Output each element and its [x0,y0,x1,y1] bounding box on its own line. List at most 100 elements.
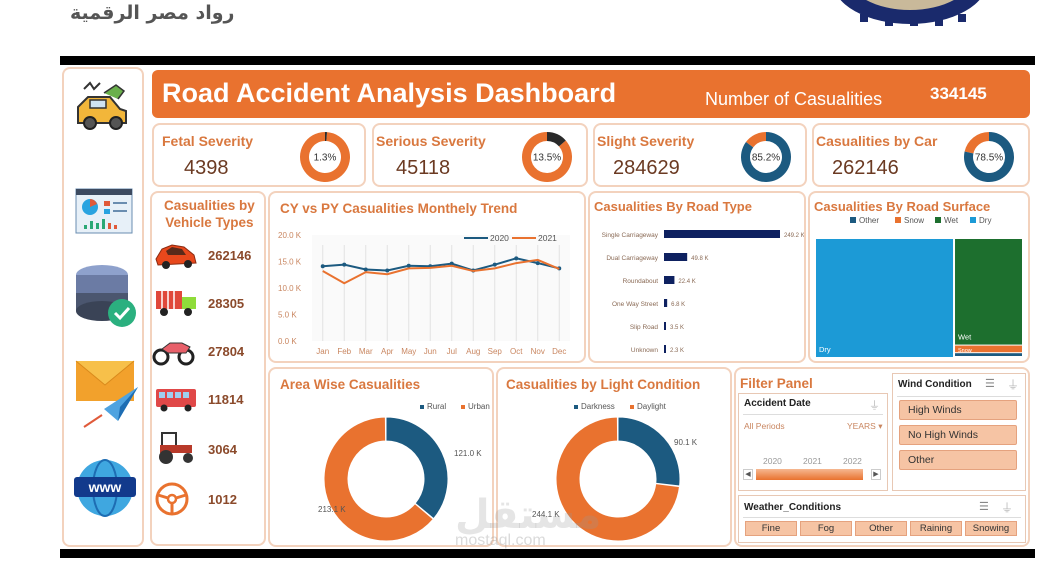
treemap-label: Snow [958,348,972,354]
bar [664,276,675,284]
vehicle-row-truck: 28305 [152,285,264,325]
data-point [363,267,368,272]
bus-icon [156,389,196,412]
dashboard-icon[interactable] [74,187,134,235]
kpi-value: 262146 [832,157,899,179]
legend-swatch [935,217,941,223]
data-point [492,262,497,267]
timeline-scroll-right[interactable]: ▶ [871,469,881,480]
x-tick-label: Dec [552,347,566,356]
monthly-trend-title: CY vs PY Casualities Monthely Trend [280,201,518,216]
kpi-label: Serious Severity [376,133,486,149]
wind-option-other[interactable]: Other [899,450,1017,470]
accident-date-timeline: Accident Date ⏚ All Periods YEARS ▾ 2020… [738,393,888,491]
legend-label: Rural [427,402,446,411]
bar [664,345,666,353]
accident-date-title: Accident Date [744,398,811,409]
legend-label: Snow [904,216,924,225]
watermark-arabic: مستقل [455,492,602,538]
legend-swatch [630,405,634,409]
kpi-donut-remainder [300,132,350,182]
www-globe-icon[interactable]: www [74,457,136,519]
kpi-donut: 78.5% [964,132,1014,182]
bar-category-label: Roundabout [623,278,659,285]
multi-select-icon[interactable]: ☰ [979,501,989,513]
donut-value-label: 213.1 K [318,505,346,514]
wind-option-high-winds[interactable]: High Winds [899,400,1017,420]
treemap-cell-dry [816,239,954,357]
data-point [406,263,411,268]
bar [664,253,688,261]
legend-label: Urban [468,402,490,411]
clear-filter-icon[interactable]: ⏚ [1001,501,1014,515]
institution-logo [840,0,980,26]
weather-option-raining[interactable]: Raining [910,521,962,536]
kpi-donut-remainder [964,132,989,154]
clear-filter-icon[interactable]: ⏚ [869,400,880,412]
bar-value-label: 2.3 K [670,348,684,354]
multi-select-icon[interactable]: ☰ [985,378,995,390]
x-tick-label: Jun [424,347,437,356]
data-point [535,261,540,266]
vehicle-value: 3064 [208,442,237,457]
email-send-icon[interactable] [74,359,140,431]
donut-value-label: 90.1 K [674,438,698,447]
area-wise-card: Area Wise Casualities Rural Urban 121.0 K 2… [268,367,494,547]
brand-arabic-title: رواد مصر الرقمية [70,2,235,24]
road-type-title: Casualities By Road Type [594,199,752,214]
legend-swatch [461,405,465,409]
steering-wheel-icon [155,482,189,516]
kpi-donut-label: 1.3% [314,153,337,164]
weather-option-other[interactable]: Other [855,521,907,536]
timeline-year[interactable]: 2021 [803,456,822,466]
vehicle-value: 262146 [208,248,252,263]
kpi-label: Casualities by Car [816,133,938,149]
kpi-donut: 85.2% [741,132,791,182]
timeline-year[interactable]: 2020 [763,456,782,466]
all-periods-label: All Periods [744,421,785,431]
legend-swatch [895,217,901,223]
x-tick-label: Apr [381,347,394,356]
vehicle-row-other: 1012 [152,481,264,521]
timeline-range-bar[interactable] [756,469,863,480]
dashboard: www Road Accident Analysis Dashboard Num… [60,65,1035,549]
bar-category-label: Unknown [631,347,658,354]
donut-slice-daylight [555,416,681,542]
donut-slice-rural [385,416,449,520]
kpi-donut-remainder [522,132,572,182]
vehicle-value: 27804 [208,344,245,359]
weather-option-fog[interactable]: Fog [800,521,852,536]
treemap-label: Dry [819,345,831,354]
light-condition-card: Casualities by Light Condition Darkness D… [496,367,732,547]
series-line-2020 [322,257,560,272]
kpi-card-serious: Serious Severity 45118 13.5% [372,123,588,187]
bar-category-label: Dual Carriageway [606,255,658,262]
bar-value-label: 3.5 K [670,325,684,331]
chevron-down-icon: ▾ [878,421,883,431]
bar-category-label: Slip Road [630,324,659,331]
vehicle-value: 1012 [208,492,237,507]
donut-slice-urban [323,416,434,542]
treemap-cell-snow [955,345,1022,353]
timeline-year[interactable]: 2022 [843,456,862,466]
bar-value-label: 249.2 K [784,233,804,239]
kpi-donut-value [547,132,566,147]
clear-filter-icon[interactable]: ⏚ [1007,378,1020,392]
kpi-donut: 13.5% [522,132,572,182]
legend-label: Wet [944,216,959,225]
weather-option-fine[interactable]: Fine [745,521,797,536]
wind-option-no-high-winds[interactable]: No High Winds [899,425,1017,445]
data-point [385,268,390,273]
vehicle-title-line1: Casualities by [164,198,255,213]
legend-label: Daylight [637,402,667,411]
weather-option-snowing[interactable]: Snowing [965,521,1017,536]
accident-icon[interactable] [74,81,134,135]
database-check-icon[interactable] [74,263,138,329]
data-point [342,262,347,267]
top-border-bar [60,56,1035,65]
area-wise-title: Area Wise Casualities [280,377,421,392]
granularity-dropdown[interactable]: YEARS ▾ [847,421,882,432]
legend-swatch [420,405,424,409]
timeline-scroll-left[interactable]: ◀ [743,469,753,480]
bar [664,322,666,330]
